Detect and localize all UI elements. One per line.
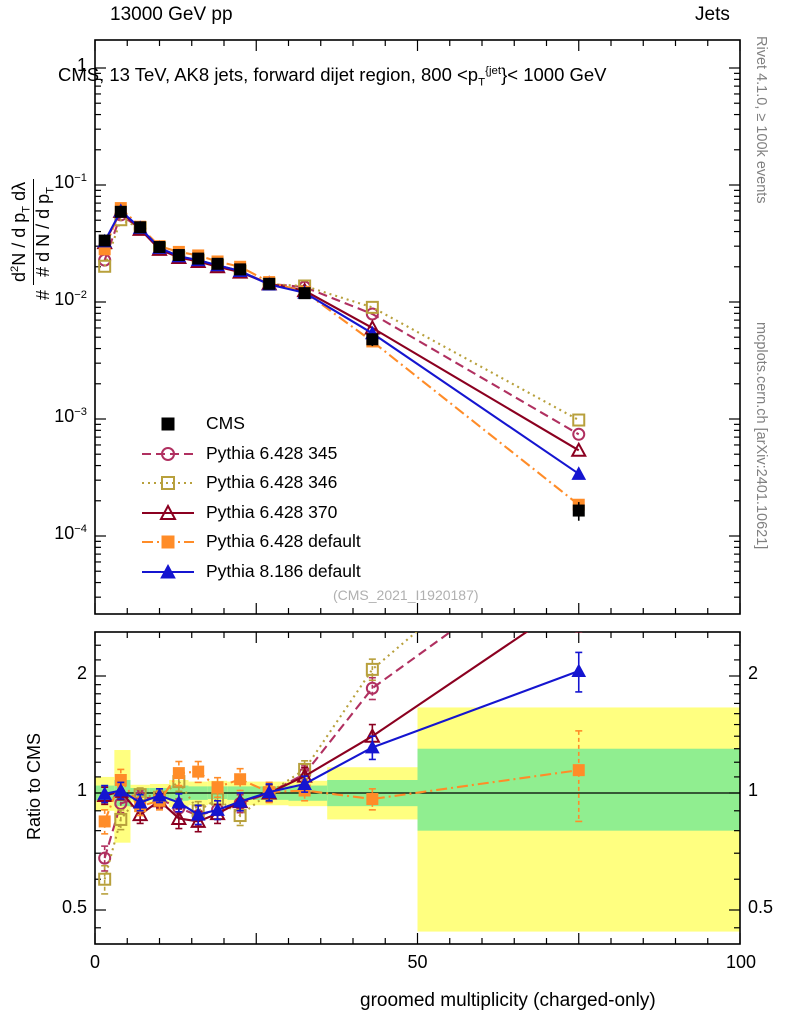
xaxis-tick-label: 50 xyxy=(407,952,428,972)
xaxis-tick-label: 0 xyxy=(89,952,100,972)
data-marker xyxy=(297,776,312,790)
data-marker xyxy=(210,802,225,816)
data-marker xyxy=(298,287,311,300)
data-marker xyxy=(97,786,113,800)
data-marker xyxy=(571,466,587,480)
analysis-id-watermark: (CMS_2021_I1920187) xyxy=(333,587,479,603)
yaxis-tick-label: 10−3 xyxy=(54,406,87,426)
data-marker xyxy=(159,503,177,520)
data-marker xyxy=(131,805,149,822)
data-marker xyxy=(98,851,112,865)
data-marker xyxy=(153,241,166,254)
data-marker xyxy=(114,205,127,218)
plot-title: CMS, 13 TeV, AK8 jets, forward dijet reg… xyxy=(58,64,607,89)
data-marker xyxy=(161,476,175,490)
data-marker xyxy=(113,782,129,797)
data-marker xyxy=(114,812,128,826)
data-marker xyxy=(234,263,247,276)
ratio-tick-label-left: 0.5 xyxy=(61,897,87,917)
data-marker xyxy=(190,812,207,828)
data-marker xyxy=(132,794,148,809)
data-marker xyxy=(172,249,185,262)
ratio-series-group xyxy=(96,488,587,895)
main-panel-frame xyxy=(94,39,741,615)
legend-swatch xyxy=(142,476,194,490)
main-series-group xyxy=(96,202,587,521)
legend-swatch xyxy=(161,417,175,431)
ratio-tick-label-left: 2 xyxy=(76,663,87,683)
data-marker xyxy=(365,681,379,695)
data-marker xyxy=(98,815,111,828)
data-marker xyxy=(170,809,188,825)
data-marker xyxy=(572,427,586,441)
data-marker xyxy=(570,441,587,457)
yaxis-tick-label: 10−2 xyxy=(54,289,87,309)
data-marker xyxy=(232,794,248,808)
data-marker xyxy=(190,807,206,821)
legend-label: Pythia 6.428 default xyxy=(206,531,361,551)
legend-swatch xyxy=(142,563,194,578)
legend-label: Pythia 6.428 370 xyxy=(206,501,338,522)
xaxis-tick-label: 100 xyxy=(726,952,757,972)
data-marker xyxy=(192,252,205,265)
legend-label: Pythia 8.186 default xyxy=(206,560,361,581)
data-marker xyxy=(263,277,276,290)
data-marker xyxy=(211,781,224,794)
data-marker xyxy=(365,300,379,314)
legend-label: Pythia 6.428 345 xyxy=(206,442,338,463)
data-marker xyxy=(98,872,112,886)
ratio-tick-label-left: 1 xyxy=(76,780,87,800)
data-marker xyxy=(365,662,379,676)
data-marker xyxy=(573,488,584,499)
legend-label: CMS xyxy=(206,413,245,433)
data-marker xyxy=(572,590,585,602)
data-marker xyxy=(572,413,586,427)
data-marker xyxy=(161,535,175,549)
data-marker xyxy=(161,446,175,461)
data-marker xyxy=(366,793,379,806)
legend-label: Pythia 6.428 346 xyxy=(206,472,338,492)
data-marker xyxy=(161,417,175,431)
data-marker xyxy=(171,794,187,809)
yaxis-tick-label: 10−4 xyxy=(54,523,87,543)
data-marker xyxy=(172,767,185,780)
data-marker xyxy=(134,221,147,234)
data-marker xyxy=(366,333,379,346)
data-marker xyxy=(571,663,587,678)
data-marker xyxy=(573,534,584,545)
xaxis-label: groomed multiplicity (charged-only) xyxy=(360,990,656,1011)
data-marker xyxy=(572,764,585,777)
data-marker xyxy=(152,788,167,802)
header-right-label: Jets xyxy=(695,4,730,25)
data-marker xyxy=(572,504,585,517)
data-marker xyxy=(211,257,224,270)
ratio-tick-label-right: 0.5 xyxy=(748,897,774,917)
ratio-tick-label-right: 2 xyxy=(748,663,759,683)
header-left-label: 13000 GeV pp xyxy=(110,4,233,25)
legend-swatch xyxy=(142,446,194,461)
ratio-series-line xyxy=(104,670,580,816)
legend-swatch xyxy=(142,503,194,520)
data-marker xyxy=(365,739,380,754)
legend-swatch xyxy=(142,535,194,549)
data-marker xyxy=(98,259,112,273)
yaxis-tick-label: 10−1 xyxy=(54,172,87,192)
data-marker xyxy=(160,563,176,578)
ratio-tick-label-right: 1 xyxy=(748,780,759,800)
yaxis-tick-label: 1 xyxy=(76,55,87,75)
data-marker xyxy=(261,784,277,799)
data-marker xyxy=(192,765,205,778)
data-marker xyxy=(98,234,111,247)
data-marker xyxy=(234,773,247,786)
